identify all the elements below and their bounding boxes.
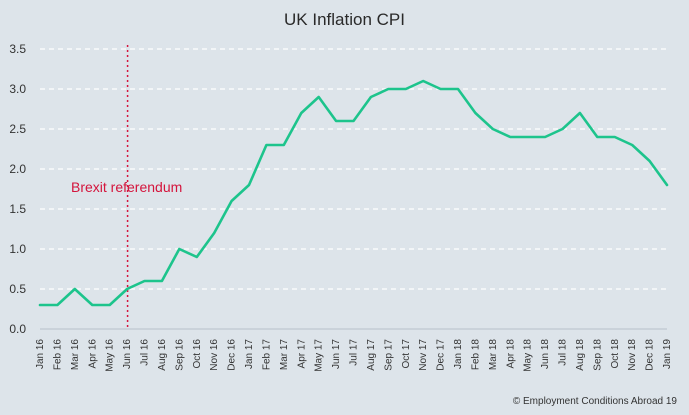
x-tick-label: Aug 16: [157, 339, 168, 371]
y-tick-label: 0.5: [9, 282, 26, 296]
x-tick-label: Jun 18: [540, 339, 551, 369]
x-tick-label: Jul 17: [349, 339, 360, 366]
x-tick-label: Sep 16: [174, 339, 185, 371]
x-tick-label: Dec 16: [227, 339, 238, 371]
x-tick-label: Oct 17: [401, 339, 412, 369]
x-tick-label: Dec 18: [645, 339, 656, 371]
x-tick-label: Sep 18: [592, 339, 603, 371]
x-tick-label: Jul 18: [558, 339, 569, 366]
x-tick-label: Oct 18: [610, 339, 621, 369]
y-tick-label: 3.0: [9, 82, 26, 96]
y-tick-label: 2.0: [9, 162, 26, 176]
x-tick-label: Aug 18: [575, 339, 586, 371]
y-tick-label: 1.0: [9, 242, 26, 256]
x-tick-label: Apr 16: [87, 339, 98, 369]
x-tick-label: Jun 16: [122, 339, 133, 369]
x-axis-ticks: Jan 16 Feb 16 Mar 16 Apr 16 May 16 Jun 16 Jul …: [35, 339, 673, 372]
x-tick-label: Nov 16: [209, 339, 220, 371]
x-tick-label: May 16: [105, 339, 116, 372]
x-tick-label: Aug 17: [366, 339, 377, 371]
x-tick-label: Sep 17: [383, 339, 394, 371]
x-tick-label: Feb 18: [470, 339, 481, 371]
x-tick-label: Jan 19: [662, 339, 673, 369]
x-tick-label: Jan 16: [35, 339, 46, 369]
y-tick-label: 2.5: [9, 122, 26, 136]
x-tick-label: Feb 17: [261, 339, 272, 371]
chart-title: UK Inflation CPI: [284, 10, 405, 29]
x-tick-label: Mar 17: [279, 339, 290, 371]
x-tick-label: Oct 16: [192, 339, 203, 369]
y-tick-label: 3.5: [9, 42, 26, 56]
x-tick-label: Jul 16: [140, 339, 151, 366]
y-tick-label: 1.5: [9, 202, 26, 216]
x-tick-label: Nov 17: [418, 339, 429, 371]
x-tick-label: May 18: [523, 339, 534, 372]
y-axis-ticks: 0.0 0.5 1.0 1.5 2.0 2.5 3.0 3.5: [9, 42, 26, 336]
series-line-group: [38, 79, 669, 307]
copyright-footer: © Employment Conditions Abroad 19: [512, 396, 677, 407]
x-tick-label: Apr 17: [296, 339, 307, 369]
x-tick-label: May 17: [314, 339, 325, 372]
x-tick-label: Jan 18: [453, 339, 464, 369]
x-tick-label: Dec 17: [436, 339, 447, 371]
series-line: [38, 79, 669, 307]
x-tick-label: Jun 17: [331, 339, 342, 369]
brexit-marker: Brexit referendum: [71, 45, 182, 329]
x-tick-label: Apr 18: [505, 339, 516, 369]
brexit-annotation-label: Brexit referendum: [71, 179, 182, 195]
x-tick-label: Jan 17: [244, 339, 255, 369]
x-tick-label: Mar 16: [70, 339, 81, 371]
x-tick-label: Feb 16: [52, 339, 63, 371]
y-tick-label: 0.0: [9, 322, 26, 336]
x-tick-label: Mar 18: [488, 339, 499, 371]
x-tick-label: Nov 18: [627, 339, 638, 371]
